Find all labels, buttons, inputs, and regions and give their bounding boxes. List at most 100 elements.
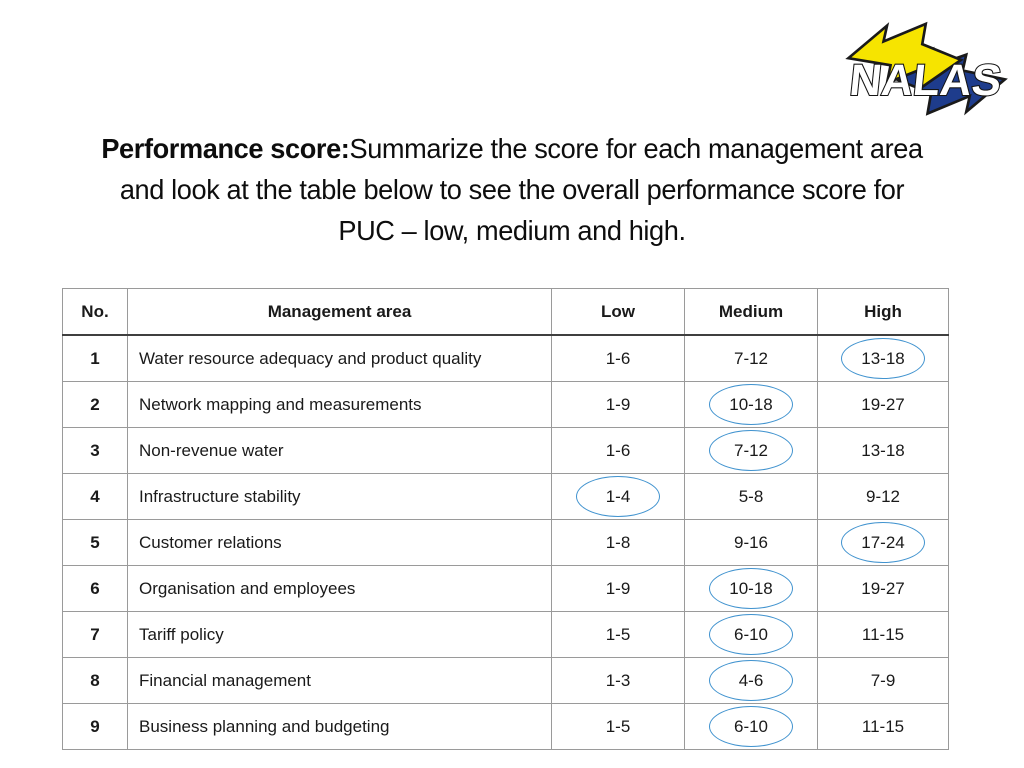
score-range: 11-15 — [861, 624, 905, 644]
logo-text: NALAS — [847, 56, 1003, 105]
logo-yellow-bolt-shape — [845, 21, 964, 91]
title-line-2: and look at the table below to see the o… — [119, 174, 905, 205]
score-range: 1-9 — [605, 578, 631, 598]
header-high: High — [817, 288, 949, 336]
score-range: 1-8 — [605, 532, 631, 552]
circled-score-range: 13-18 — [841, 338, 925, 379]
cell-low: 1-6 — [551, 427, 685, 474]
cell-no: 5 — [62, 519, 128, 566]
table-row: 3 Non-revenue water 1-6 7-12 13-18 — [62, 427, 949, 474]
row-number: 6 — [90, 578, 100, 598]
table-row: 7 Tariff policy 1-5 6-10 11-15 — [62, 611, 949, 658]
row-number: 4 — [90, 486, 100, 506]
cell-area: Organisation and employees — [127, 565, 552, 612]
table-row: 1 Water resource adequacy and product qua… — [62, 334, 949, 382]
nalas-logo-graphic: NALAS — [845, 21, 1008, 116]
table-row: 8 Financial management 1-3 4-6 7-9 — [62, 657, 949, 704]
circled-score-range: 17-24 — [841, 522, 925, 563]
score-range: 7-9 — [870, 670, 896, 690]
cell-high: 19-27 — [817, 565, 949, 612]
row-number: 3 — [90, 440, 100, 460]
cell-medium: 7-12 — [684, 427, 818, 474]
cell-medium: 7-12 — [684, 334, 818, 382]
cell-no: 9 — [62, 703, 128, 750]
circled-score-range: 4-6 — [709, 660, 793, 701]
cell-low: 1-9 — [551, 565, 685, 612]
cell-no: 6 — [62, 565, 128, 612]
table-row: 9 Business planning and budgeting 1-5 6-10 1… — [62, 703, 949, 750]
cell-low: 1-5 — [551, 703, 685, 750]
circled-score-range: 1-4 — [576, 476, 660, 517]
circled-score-range: 10-18 — [709, 568, 793, 609]
score-range: 1-3 — [605, 670, 631, 690]
cell-high: 7-9 — [817, 657, 949, 704]
cell-low: 1-5 — [551, 611, 685, 658]
cell-medium: 10-18 — [684, 381, 818, 428]
row-number: 1 — [90, 348, 100, 368]
circled-score-range: 10-18 — [709, 384, 793, 425]
score-range: 5-8 — [738, 486, 764, 506]
cell-low: 1-6 — [551, 334, 685, 382]
table-row: 4 Infrastructure stability 1-4 5-8 9-12 — [62, 473, 949, 520]
header-management-area: Management area — [127, 288, 552, 336]
cell-high: 11-15 — [817, 703, 949, 750]
circled-score-range: 6-10 — [709, 706, 793, 747]
cell-high: 11-15 — [817, 611, 949, 658]
score-range: 9-12 — [865, 486, 901, 506]
score-range: 13-18 — [861, 440, 905, 460]
management-area-label: Business planning and budgeting — [139, 716, 390, 736]
cell-area: Customer relations — [127, 519, 552, 566]
cell-low: 1-3 — [551, 657, 685, 704]
table-row: 6 Organisation and employees 1-9 10-18 19-27 — [62, 565, 949, 612]
cell-area: Infrastructure stability — [127, 473, 552, 520]
score-range: 1-9 — [605, 394, 631, 414]
score-range: 7-12 — [733, 348, 769, 368]
cell-no: 4 — [62, 473, 128, 520]
management-area-label: Customer relations — [139, 532, 282, 552]
table-row: 2 Network mapping and measurements 1-9 10-1… — [62, 381, 949, 428]
title-bold-prefix: Performance score: — [101, 133, 350, 164]
title-line-1-rest: Summarize the score for each management … — [349, 133, 923, 164]
title-line-1: Performance score:Summarize the score fo… — [15, 128, 1008, 169]
management-area-label: Organisation and employees — [139, 578, 356, 598]
cell-medium: 6-10 — [684, 703, 818, 750]
management-area-label: Water resource adequacy and product qual… — [139, 348, 482, 368]
score-range: 19-27 — [861, 394, 905, 414]
nalas-logo: NALAS — [836, 14, 1012, 120]
table-header-row: No. Management area Low Medium High — [62, 288, 949, 336]
score-range: 1-5 — [605, 716, 631, 736]
score-range: 19-27 — [861, 578, 905, 598]
score-range: 1-5 — [605, 624, 631, 644]
title-line-3: PUC – low, medium and high. — [338, 215, 686, 246]
circled-score-range: 6-10 — [709, 614, 793, 655]
cell-low: 1-4 — [551, 473, 685, 520]
cell-area: Water resource adequacy and product qual… — [127, 334, 552, 382]
header-medium: Medium — [684, 288, 818, 336]
header-no: No. — [62, 288, 128, 336]
cell-high: 13-18 — [817, 427, 949, 474]
cell-high: 9-12 — [817, 473, 949, 520]
cell-medium: 10-18 — [684, 565, 818, 612]
row-number: 8 — [90, 670, 100, 690]
cell-high: 19-27 — [817, 381, 949, 428]
management-area-label: Non-revenue water — [139, 440, 284, 460]
circled-score-range: 7-12 — [709, 430, 793, 471]
management-area-label: Financial management — [139, 670, 311, 690]
cell-medium: 9-16 — [684, 519, 818, 566]
cell-no: 1 — [62, 334, 128, 382]
cell-no: 7 — [62, 611, 128, 658]
performance-score-table: No. Management area Low Medium High 1 Wat… — [62, 288, 949, 750]
slide-title: Performance score:Summarize the score fo… — [15, 128, 1008, 251]
row-number: 9 — [90, 716, 100, 736]
score-range: 9-16 — [733, 532, 769, 552]
cell-area: Non-revenue water — [127, 427, 552, 474]
cell-area: Network mapping and measurements — [127, 381, 552, 428]
header-low: Low — [551, 288, 685, 336]
management-area-label: Tariff policy — [139, 624, 224, 644]
row-number: 7 — [90, 624, 100, 644]
cell-low: 1-8 — [551, 519, 685, 566]
cell-no: 2 — [62, 381, 128, 428]
cell-medium: 4-6 — [684, 657, 818, 704]
cell-low: 1-9 — [551, 381, 685, 428]
